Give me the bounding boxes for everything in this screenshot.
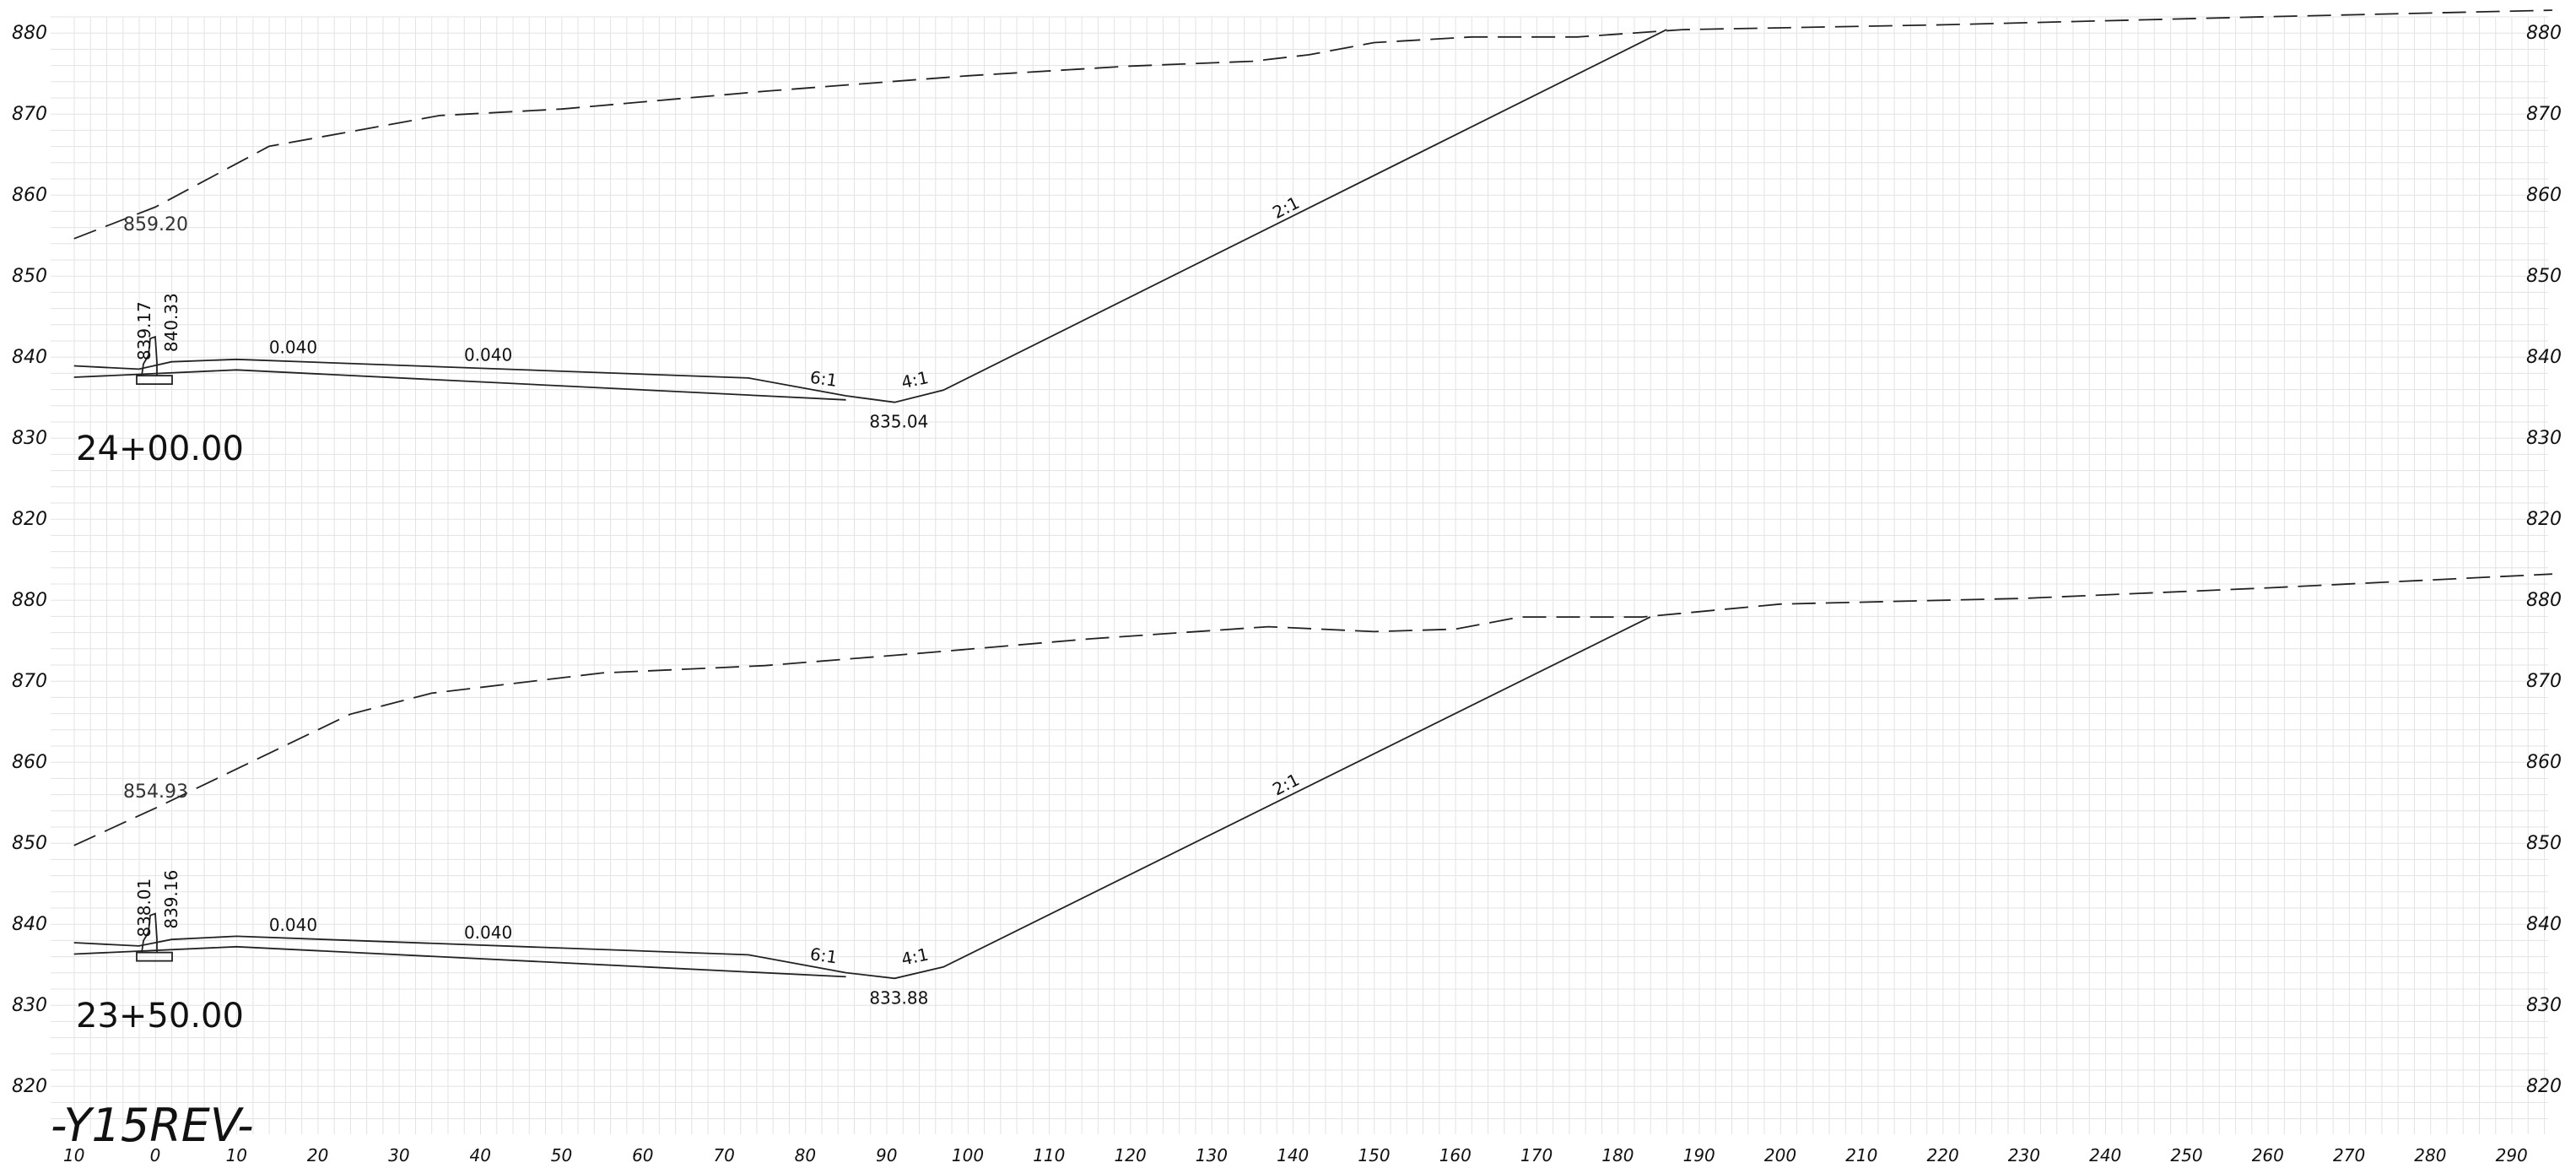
cross-slope-label: 0.040 <box>269 338 317 358</box>
station-offset-label: 10 <box>226 1145 247 1165</box>
station-offset-label: 100 <box>952 1145 984 1165</box>
design-slope-line <box>845 616 1651 980</box>
elevation-label-right: 850 <box>2526 266 2562 287</box>
elevation-label-right: 870 <box>2526 104 2562 125</box>
station-offset-label: 80 <box>795 1145 816 1165</box>
curb-shape <box>141 912 158 953</box>
curb-base <box>136 951 173 962</box>
ground-elevation-label: 859.20 <box>123 214 188 235</box>
curb-elevation-label: 839.17 <box>134 301 154 360</box>
station-label: 24+00.00 <box>76 430 244 468</box>
elevation-label-right: 830 <box>2526 428 2562 449</box>
station-offset-label: 150 <box>1358 1145 1390 1165</box>
elevation-label-left: 840 <box>12 914 47 935</box>
elevation-label-right: 820 <box>2526 509 2562 530</box>
station-offset-label: 60 <box>632 1145 653 1165</box>
station-offset-label: 220 <box>1927 1145 1959 1165</box>
elevation-label-left: 820 <box>12 509 47 530</box>
elevation-label-left: 860 <box>12 185 47 206</box>
existing-ground-line <box>73 573 2552 846</box>
elevation-label-left: 870 <box>12 671 47 692</box>
slope-ratio-label: 4:1 <box>899 944 930 970</box>
station-offset-label: 140 <box>1277 1145 1309 1165</box>
ditch-elevation-label: 833.88 <box>869 987 928 1008</box>
station-offset-label: 50 <box>551 1145 572 1165</box>
pavement-top-line <box>73 935 846 974</box>
slope-ratio-label: 6:1 <box>809 367 839 391</box>
elevation-label-left: 830 <box>12 428 47 449</box>
station-offset-label: 90 <box>876 1145 897 1165</box>
elevation-label-left: 850 <box>12 266 47 287</box>
station-offset-label: 20 <box>307 1145 328 1165</box>
station-offset-label: 30 <box>388 1145 409 1165</box>
station-offset-label: 270 <box>2333 1145 2365 1165</box>
pavement-bottom-line <box>73 945 846 978</box>
elevation-label-left: 840 <box>12 347 47 368</box>
station-offset-label: 210 <box>1845 1145 1877 1165</box>
elevation-label-right: 860 <box>2526 185 2562 206</box>
station-offset-label: 120 <box>1115 1145 1147 1165</box>
elevation-label-left: 870 <box>12 104 47 125</box>
elevation-label-left: 830 <box>12 995 47 1016</box>
curb-elevation-label: 838.01 <box>134 879 154 938</box>
elevation-label-left: 880 <box>12 23 47 44</box>
section-1: 880 880 870 870 860 860 850 850 840 840 830 830 820 8… <box>12 573 2562 1097</box>
station-offset-label: 10 <box>63 1145 84 1165</box>
station-offset-label: 0 <box>150 1145 161 1165</box>
elevation-label-right: 880 <box>2526 590 2562 611</box>
elevation-label-right: 820 <box>2526 1076 2562 1097</box>
station-label: 23+50.00 <box>76 997 244 1036</box>
elevation-label-right: 840 <box>2526 914 2562 935</box>
cross-slope-label: 0.040 <box>464 922 512 943</box>
elevation-label-left: 860 <box>12 752 47 773</box>
station-offset-label: 180 <box>1601 1145 1634 1165</box>
station-offset-label: 260 <box>2252 1145 2284 1165</box>
slope-ratio-label: 2:1 <box>1269 192 1303 223</box>
section-0: 880 880 870 870 860 860 850 850 840 840 830 830 820 8… <box>12 9 2562 530</box>
elevation-label-right: 870 <box>2526 671 2562 692</box>
elevation-label-right: 880 <box>2526 23 2562 44</box>
station-offset-label: 290 <box>2496 1145 2528 1165</box>
station-offset-label: 250 <box>2170 1145 2202 1165</box>
elevation-label-right: 860 <box>2526 752 2562 773</box>
slope-ratio-label: 6:1 <box>809 944 839 967</box>
station-offset-label: 110 <box>1033 1145 1065 1165</box>
station-offset-label: 40 <box>469 1145 490 1165</box>
elevation-label-right: 840 <box>2526 347 2562 368</box>
x-axis: 10 0 10 20 30 40 50 60 70 80 90 100 110 120 130 140 150 1… <box>63 1145 2528 1165</box>
station-offset-label: 130 <box>1196 1145 1228 1165</box>
pavement-bottom-line <box>73 369 846 401</box>
station-offset-label: 160 <box>1439 1145 1472 1165</box>
station-offset-label: 280 <box>2414 1145 2446 1165</box>
elevation-label-left: 820 <box>12 1076 47 1097</box>
curb-base <box>136 375 173 386</box>
ground-elevation-label: 854.93 <box>123 781 188 803</box>
station-offset-label: 190 <box>1683 1145 1715 1165</box>
station-offset-label: 170 <box>1520 1145 1553 1165</box>
cross-slope-label: 0.040 <box>464 344 512 365</box>
design-slope-line <box>845 29 1667 403</box>
station-offset-label: 70 <box>713 1145 734 1165</box>
grid-lines <box>51 16 2548 1134</box>
existing-ground-line <box>73 9 2552 240</box>
sheet-label: -Y15REV- <box>51 1099 254 1152</box>
elevation-label-left: 850 <box>12 833 47 854</box>
station-offset-label: 240 <box>2089 1145 2121 1165</box>
elevation-label-left: 880 <box>12 590 47 611</box>
pavement-top-line <box>73 358 846 397</box>
elevation-label-right: 830 <box>2526 995 2562 1016</box>
station-offset-label: 230 <box>2008 1145 2040 1165</box>
curb-elevation-label: 839.16 <box>161 870 181 929</box>
cross-slope-label: 0.040 <box>269 915 317 935</box>
curb-elevation-label: 840.33 <box>161 293 181 352</box>
curb-shape <box>141 335 158 376</box>
elevation-label-right: 850 <box>2526 833 2562 854</box>
slope-ratio-label: 4:1 <box>899 367 930 392</box>
station-offset-label: 200 <box>1764 1145 1796 1165</box>
ditch-elevation-label: 835.04 <box>869 412 928 432</box>
sections: 880 880 870 870 860 860 850 850 840 840 830 830 820 8… <box>12 9 2562 1097</box>
